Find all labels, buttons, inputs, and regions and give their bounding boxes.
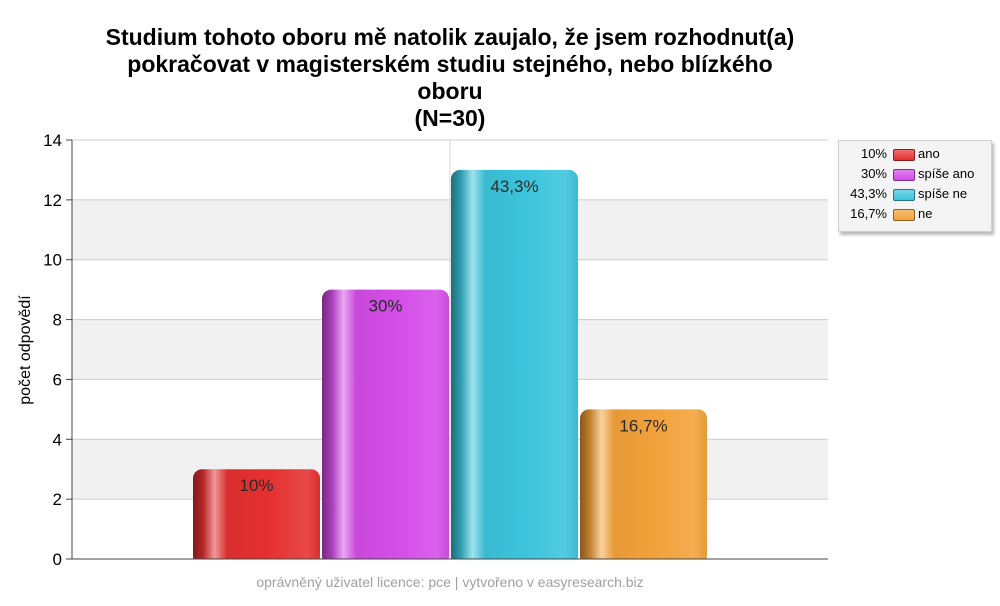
bar-spíše ne: 43,3%	[451, 169, 578, 565]
data-label: 43,3%	[490, 177, 538, 196]
bar	[193, 469, 320, 565]
bar-ano: 10%	[193, 469, 320, 565]
data-label: 10%	[239, 476, 273, 495]
legend-swatch	[893, 149, 915, 161]
y-tick-label: 12	[43, 191, 62, 210]
data-label: 30%	[368, 297, 402, 316]
legend-label: ano	[918, 146, 940, 161]
bar	[451, 169, 578, 565]
title-line-3: oboru	[417, 78, 483, 104]
bar	[580, 409, 707, 565]
legend: 10% ano 30% spíše ano 43,3% spíše ne 16,7% ne	[838, 140, 992, 232]
legend-label: spíše ne	[918, 186, 968, 201]
footer-license: oprávněný uživatel licence: pce | vytvoř…	[256, 574, 644, 590]
y-tick-label: 6	[53, 370, 62, 389]
legend-item: 30% spíše ano	[839, 165, 991, 183]
data-label: 16,7%	[619, 416, 667, 435]
legend-percent: 30%	[860, 166, 887, 181]
bar-base-mask	[451, 559, 578, 565]
y-tick-label: 10	[43, 251, 62, 270]
chart-title: Studium tohoto oboru mě natolik zaujalo,…	[60, 24, 840, 132]
title-line-1: Studium tohoto oboru mě natolik zaujalo,…	[105, 24, 795, 50]
legend-percent: 10%	[860, 146, 887, 161]
legend-label: spíše ano	[918, 166, 975, 181]
legend-swatch	[893, 169, 915, 181]
title-line-2: pokračovat v magisterském studiu stejnéh…	[127, 51, 773, 77]
legend-label: ne	[918, 206, 933, 221]
legend-item: 16,7% ne	[839, 205, 991, 223]
y-tick-label: 4	[53, 430, 62, 449]
bar-ne: 16,7%	[580, 409, 707, 565]
legend-item: 10% ano	[839, 145, 991, 163]
legend-swatch	[893, 189, 915, 201]
title-line-4: (N=30)	[414, 105, 486, 131]
legend-percent: 16,7%	[850, 206, 887, 221]
legend-swatch	[893, 209, 915, 221]
bar-base-mask	[322, 559, 449, 565]
legend-item: 43,3% spíše ne	[839, 185, 991, 203]
y-tick-label: 14	[43, 131, 62, 150]
y-tick-label: 2	[53, 490, 62, 509]
y-tick-label: 8	[53, 311, 62, 330]
y-tick-label: 0	[53, 550, 62, 569]
legend-percent: 43,3%	[850, 186, 887, 201]
bar-spíše ano: 30%	[322, 289, 449, 565]
bar-base-mask	[193, 559, 320, 565]
bar-base-mask	[580, 559, 707, 565]
bar	[322, 289, 449, 565]
